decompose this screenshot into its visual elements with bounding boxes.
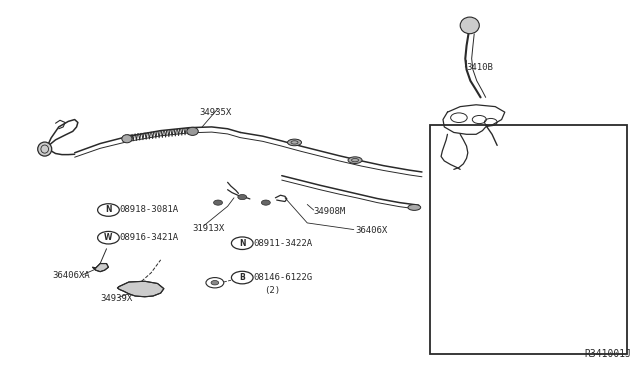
Ellipse shape (187, 127, 198, 135)
Ellipse shape (348, 157, 362, 163)
Bar (429, 125, 627, 354)
Circle shape (238, 195, 246, 200)
Circle shape (98, 204, 119, 216)
Text: (2): (2) (264, 286, 280, 295)
Circle shape (206, 278, 224, 288)
Text: 34908M: 34908M (314, 207, 346, 217)
Text: 08916-3421A: 08916-3421A (119, 233, 179, 242)
Text: 08918-3081A: 08918-3081A (119, 205, 179, 215)
Text: 36406XA: 36406XA (52, 271, 90, 280)
Text: 34935X: 34935X (199, 108, 231, 117)
Circle shape (211, 280, 219, 285)
Circle shape (232, 271, 253, 284)
Text: 34939X: 34939X (100, 294, 132, 303)
Circle shape (98, 231, 119, 244)
Ellipse shape (287, 139, 301, 146)
Text: 08911-3422A: 08911-3422A (253, 239, 312, 248)
Ellipse shape (408, 205, 420, 211)
Circle shape (214, 200, 223, 205)
Polygon shape (117, 281, 164, 297)
Circle shape (232, 237, 253, 250)
Text: R341001J: R341001J (584, 349, 631, 359)
Ellipse shape (122, 135, 132, 143)
Ellipse shape (38, 142, 52, 156)
Ellipse shape (460, 17, 479, 34)
Text: 36406X: 36406X (355, 226, 387, 235)
Polygon shape (93, 263, 108, 272)
Text: N: N (105, 205, 112, 215)
Text: 08146-6122G: 08146-6122G (253, 273, 312, 282)
Circle shape (261, 200, 270, 205)
Text: N: N (239, 239, 246, 248)
Text: B: B (239, 273, 245, 282)
Text: 31913X: 31913X (193, 224, 225, 233)
Text: 3410B: 3410B (467, 63, 493, 72)
Text: W: W (104, 233, 113, 242)
